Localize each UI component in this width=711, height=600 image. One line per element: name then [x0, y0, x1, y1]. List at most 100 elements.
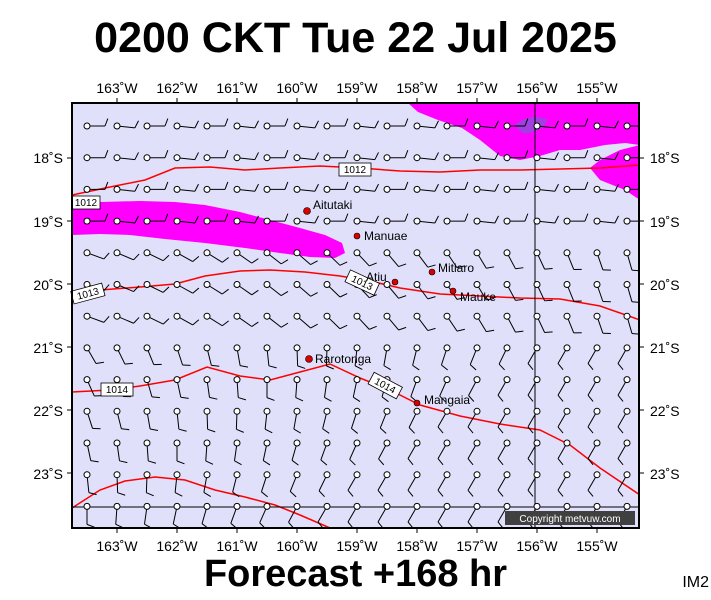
wind-barb	[473, 312, 495, 333]
svg-text:1012: 1012	[75, 198, 98, 209]
wind-barb	[413, 183, 439, 193]
wind-barb	[623, 154, 639, 162]
wind-barb	[468, 376, 481, 402]
wind-barb	[173, 471, 183, 497]
wind-barb	[113, 183, 139, 193]
place-mitiaro: Mitiaro	[428, 261, 474, 276]
wind-barb	[377, 471, 391, 497]
wind-barb	[353, 120, 379, 130]
svg-text:Manuae: Manuae	[364, 229, 408, 243]
wind-barb	[263, 376, 275, 401]
wind-barb	[349, 439, 361, 466]
wind-barb	[473, 281, 495, 301]
lon-label-bottom-155: 155˚W	[576, 538, 618, 554]
lat-label-right-18: 18˚S	[650, 150, 680, 166]
wind-barb	[113, 120, 139, 130]
wind-barb	[503, 213, 529, 225]
wind-barb	[173, 344, 191, 366]
svg-text:Mitiaro: Mitiaro	[438, 261, 474, 275]
wind-barb	[533, 281, 553, 302]
wind-barb	[443, 213, 469, 225]
lat-label-left-22: 22˚S	[33, 403, 63, 419]
wind-barb	[113, 471, 126, 496]
wind-barb	[289, 471, 301, 498]
wind-barb	[563, 213, 589, 225]
wind-barb	[623, 122, 639, 130]
wind-barb	[353, 215, 379, 225]
lon-label-bottom-162: 162˚W	[156, 538, 198, 554]
wind-barb	[143, 150, 169, 162]
wind-barb	[439, 376, 451, 403]
wind-barb	[443, 118, 469, 130]
wind-barb	[413, 281, 436, 300]
wind-barb	[383, 249, 407, 268]
wind-barb	[203, 118, 229, 130]
wind-barb	[408, 407, 421, 434]
wind-barb	[617, 407, 631, 434]
wind-barb	[437, 439, 451, 466]
wind-barb	[347, 471, 361, 497]
wind-barb	[503, 312, 524, 333]
wind-barb	[203, 312, 229, 327]
wind-barb	[557, 439, 571, 466]
wind-barb	[233, 376, 247, 401]
wind-barb	[503, 118, 529, 130]
wind-barb	[437, 502, 451, 528]
wind-barb	[563, 249, 582, 270]
wind-barb	[143, 181, 169, 193]
wind-barb	[293, 407, 302, 434]
wind-barb	[83, 471, 97, 496]
wind-barb	[143, 312, 170, 325]
heavy-rain-core	[515, 116, 548, 134]
wind-barb	[143, 344, 162, 366]
wind-barb	[233, 152, 259, 162]
wind-barb	[563, 118, 589, 130]
place-manuae: Manuae	[353, 229, 408, 243]
wind-barb	[323, 150, 349, 162]
wind-barb	[263, 118, 289, 130]
wind-barb	[233, 183, 259, 193]
lon-label-bottom-163: 163˚W	[96, 538, 138, 554]
rain-band-west	[72, 201, 345, 258]
wind-barb	[593, 312, 611, 334]
wind-barb	[293, 281, 318, 297]
wind-barb	[83, 181, 109, 193]
wind-barb	[203, 181, 229, 193]
wind-barb	[293, 215, 319, 225]
wind-barb	[407, 471, 421, 497]
wind-barb	[617, 344, 631, 371]
wind-barb	[377, 502, 391, 528]
wind-barb	[533, 152, 559, 162]
lat-label-right-22: 22˚S	[650, 403, 680, 419]
wind-barb	[497, 439, 511, 466]
wind-barb	[233, 120, 259, 130]
wind-barb	[497, 407, 511, 434]
wind-barb	[527, 344, 541, 371]
wind-barb	[263, 407, 273, 434]
wind-barb	[593, 215, 619, 225]
wind-barb	[443, 150, 469, 162]
wind-barb	[467, 439, 481, 466]
wind-barb	[623, 281, 639, 303]
wind-barb	[353, 152, 379, 162]
wind-barb	[587, 471, 601, 497]
wind-barb	[623, 217, 639, 225]
axis-ticks	[67, 98, 644, 533]
wind-barb	[83, 502, 95, 528]
wind-barb	[203, 376, 218, 400]
wind-barb	[383, 150, 409, 162]
wind-barb	[498, 344, 511, 371]
map-frame	[71, 102, 640, 529]
place-mauke: Mauke	[449, 287, 496, 304]
wind-barb	[291, 439, 301, 466]
wind-barb	[533, 312, 553, 334]
wind-barb	[587, 407, 601, 434]
wind-barb	[83, 376, 103, 397]
wind-barb	[413, 312, 436, 332]
wind-barb	[83, 118, 109, 130]
lon-labels-bottom: 163˚W 162˚W 161˚W 160˚W 159˚W 158˚W 157˚…	[96, 538, 618, 554]
wind-barb	[173, 312, 200, 326]
lon-label-top-155: 155˚W	[576, 80, 618, 96]
wind-barb	[413, 215, 439, 225]
wind-barb	[323, 213, 349, 225]
